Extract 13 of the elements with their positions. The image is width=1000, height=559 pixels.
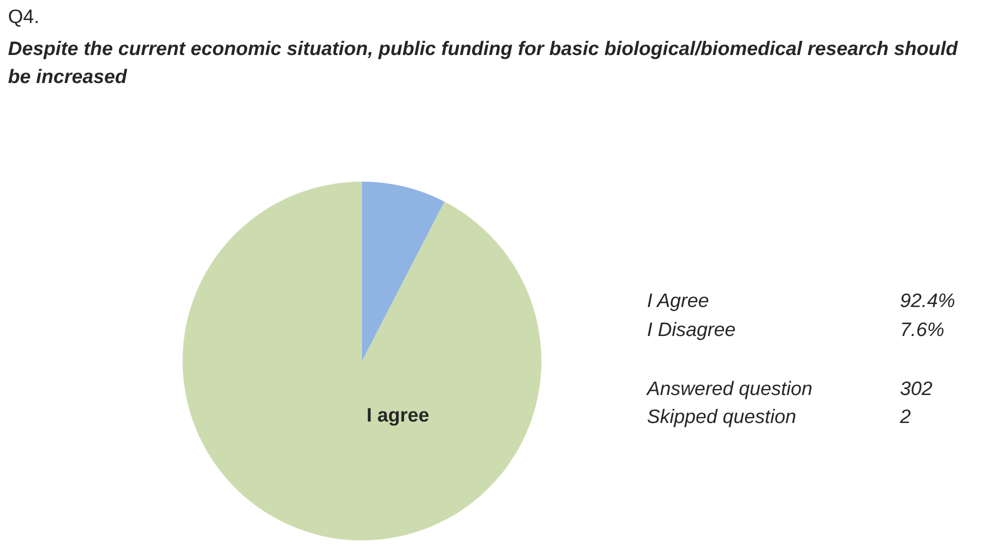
chart-subtitle: Despite the current economic situation, public funding for basic biological/biomedical research should be increased — [8, 40, 958, 84]
text: 7.6% — [902, 322, 944, 336]
text: I Disagree — [648, 322, 735, 340]
text: Answered question — [646, 380, 812, 400]
text: I agree — [368, 408, 429, 426]
text: I Agree — [648, 294, 708, 312]
pie-slice — [362, 182, 444, 361]
text: Skipped question — [648, 408, 796, 428]
text: Q4. — [8, 9, 38, 27]
text: 302 — [900, 381, 932, 396]
pie-slice — [182, 182, 542, 540]
text: 2 — [900, 409, 911, 424]
text: 92.4% — [900, 293, 954, 308]
